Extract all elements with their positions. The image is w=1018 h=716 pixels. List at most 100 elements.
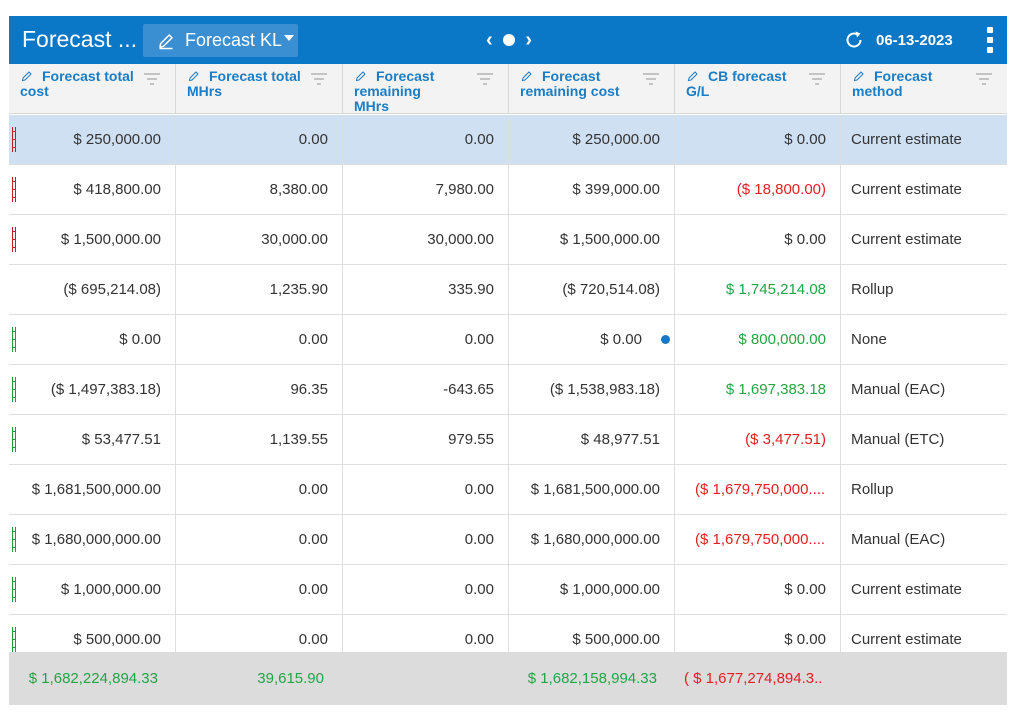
- cell-forecast-remaining-mhrs[interactable]: 7,980.00: [343, 165, 509, 215]
- cell-cb-forecast-gl[interactable]: $ 0.00: [675, 565, 841, 615]
- table-row[interactable]: $ 1,680,000,000.00 0.00 0.00 $ 1,680,000,00…: [9, 515, 1007, 565]
- cell-forecast-method[interactable]: Manual (ETC): [841, 415, 1007, 465]
- cell-forecast-method[interactable]: Manual (EAC): [841, 515, 1007, 565]
- column-header-cb-forecast-gl[interactable]: CB forecast G/L: [675, 64, 841, 114]
- cell-forecast-remaining-cost[interactable]: $ 48,977.51: [509, 415, 675, 465]
- cell-forecast-remaining-mhrs[interactable]: 0.00: [343, 465, 509, 515]
- cell-forecast-remaining-cost[interactable]: $ 1,000,000.00: [509, 565, 675, 615]
- cell-forecast-total-cost[interactable]: $ 1,000,000.00: [9, 565, 176, 615]
- table-row[interactable]: ($ 695,214.08) 1,235.90 335.90 ($ 720,514.0…: [9, 265, 1007, 315]
- cell-forecast-total-cost[interactable]: $ 1,681,500,000.00: [9, 465, 176, 515]
- cell-forecast-remaining-cost[interactable]: $ 1,680,000,000.00: [509, 515, 675, 565]
- column-header-forecast-remaining-mhrs[interactable]: Forecast remaining MHrs: [343, 64, 509, 114]
- cell-forecast-remaining-cost[interactable]: $ 1,681,500,000.00: [509, 465, 675, 515]
- cell-forecast-total-mhrs[interactable]: 0.00: [176, 465, 343, 515]
- cell-forecast-total-mhrs[interactable]: 8,380.00: [176, 165, 343, 215]
- filter-icon[interactable]: [808, 72, 826, 86]
- page-indicator-dot[interactable]: [503, 34, 515, 46]
- cell-forecast-remaining-cost[interactable]: $ 250,000.00: [509, 115, 675, 165]
- cell-forecast-remaining-mhrs[interactable]: 0.00: [343, 115, 509, 165]
- cell-forecast-total-mhrs[interactable]: 30,000.00: [176, 215, 343, 265]
- cell-cb-forecast-gl[interactable]: $ 1,745,214.08: [675, 265, 841, 315]
- cell-forecast-remaining-mhrs[interactable]: 0.00: [343, 515, 509, 565]
- kebab-menu-icon[interactable]: [985, 27, 995, 53]
- cell-cb-forecast-gl[interactable]: ($ 1,679,750,000....: [675, 465, 841, 515]
- cell-value: 0.00: [298, 331, 328, 348]
- cell-forecast-remaining-cost[interactable]: ($ 720,514.08): [509, 265, 675, 315]
- cell-cb-forecast-gl[interactable]: $ 800,000.00: [675, 315, 841, 365]
- column-header-forecast-remaining-cost[interactable]: Forecast remaining cost: [509, 64, 675, 114]
- cell-forecast-remaining-cost[interactable]: $ 500,000.00: [509, 615, 675, 665]
- table-row[interactable]: $ 53,477.51 1,139.55 979.55 $ 48,977.51 ($ 3…: [9, 415, 1007, 465]
- cell-forecast-method[interactable]: Current estimate: [841, 565, 1007, 615]
- column-header-forecast-method[interactable]: Forecast method: [841, 64, 1007, 114]
- chevron-left-icon[interactable]: ‹: [486, 29, 493, 51]
- cell-cb-forecast-gl[interactable]: $ 0.00: [675, 115, 841, 165]
- cell-forecast-total-mhrs[interactable]: 1,235.90: [176, 265, 343, 315]
- cell-cb-forecast-gl[interactable]: ($ 3,477.51): [675, 415, 841, 465]
- refresh-icon[interactable]: [843, 29, 865, 51]
- cell-forecast-method[interactable]: Current estimate: [841, 615, 1007, 665]
- cell-forecast-total-cost[interactable]: $ 0.00: [9, 315, 176, 365]
- column-header-forecast-total-mhrs[interactable]: Forecast total MHrs: [176, 64, 343, 114]
- table-row[interactable]: ($ 1,497,383.18) 96.35 -643.65 ($ 1,538,983…: [9, 365, 1007, 415]
- cell-forecast-total-cost[interactable]: ($ 1,497,383.18): [9, 365, 176, 415]
- cell-forecast-total-mhrs[interactable]: 1,139.55: [176, 415, 343, 465]
- cell-forecast-method[interactable]: Rollup: [841, 465, 1007, 515]
- cell-forecast-remaining-cost[interactable]: $ 1,500,000.00: [509, 215, 675, 265]
- cell-value: 0.00: [298, 581, 328, 598]
- cell-forecast-total-cost[interactable]: $ 1,680,000,000.00: [9, 515, 176, 565]
- column-header-forecast-total-cost[interactable]: Forecast total cost: [9, 64, 176, 114]
- cell-forecast-method[interactable]: Rollup: [841, 265, 1007, 315]
- view-selector-button[interactable]: Forecast KL: [143, 24, 298, 57]
- cell-forecast-remaining-mhrs[interactable]: 0.00: [343, 315, 509, 365]
- cell-forecast-method[interactable]: Current estimate: [841, 215, 1007, 265]
- filter-icon[interactable]: [310, 72, 328, 86]
- cell-forecast-remaining-cost[interactable]: $ 0.00: [509, 315, 675, 365]
- filter-icon[interactable]: [476, 72, 494, 86]
- table-row[interactable]: $ 0.00 0.00 0.00 $ 0.00 $ 800,000.00 None: [9, 315, 1007, 365]
- cell-forecast-total-cost[interactable]: $ 1,500,000.00: [9, 215, 176, 265]
- cell-forecast-total-cost[interactable]: ($ 695,214.08): [9, 265, 176, 315]
- page-title[interactable]: Forecast ...: [22, 26, 138, 52]
- filter-icon[interactable]: [642, 72, 660, 86]
- cell-forecast-method[interactable]: Current estimate: [841, 115, 1007, 165]
- cell-forecast-method[interactable]: Current estimate: [841, 165, 1007, 215]
- table-row[interactable]: $ 250,000.00 0.00 0.00 $ 250,000.00 $ 0.00 Cu…: [9, 115, 1007, 165]
- cell-forecast-remaining-cost[interactable]: ($ 1,538,983.18): [509, 365, 675, 415]
- cell-forecast-total-mhrs[interactable]: 0.00: [176, 615, 343, 665]
- cell-forecast-method[interactable]: None: [841, 315, 1007, 365]
- cell-cb-forecast-gl[interactable]: $ 1,697,383.18: [675, 365, 841, 415]
- cell-forecast-total-cost[interactable]: $ 418,800.00: [9, 165, 176, 215]
- table-row[interactable]: $ 1,681,500,000.00 0.00 0.00 $ 1,681,500,00…: [9, 465, 1007, 515]
- cell-forecast-remaining-mhrs[interactable]: 0.00: [343, 615, 509, 665]
- filter-icon[interactable]: [975, 72, 993, 86]
- table-row[interactable]: $ 1,000,000.00 0.00 0.00 $ 1,000,000.00 $ 0.…: [9, 565, 1007, 615]
- cell-forecast-total-mhrs[interactable]: 0.00: [176, 315, 343, 365]
- cell-forecast-total-cost[interactable]: $ 500,000.00: [9, 615, 176, 665]
- table-row[interactable]: $ 418,800.00 8,380.00 7,980.00 $ 399,000.00…: [9, 165, 1007, 215]
- cell-forecast-remaining-mhrs[interactable]: -643.65: [343, 365, 509, 415]
- cell-forecast-total-cost[interactable]: $ 53,477.51: [9, 415, 176, 465]
- cell-forecast-remaining-mhrs[interactable]: 30,000.00: [343, 215, 509, 265]
- cell-forecast-total-mhrs[interactable]: 0.00: [176, 115, 343, 165]
- cell-forecast-method[interactable]: Manual (EAC): [841, 365, 1007, 415]
- filter-icon[interactable]: [143, 72, 161, 86]
- cell-cb-forecast-gl[interactable]: ($ 18,800.00): [675, 165, 841, 215]
- cell-forecast-total-mhrs[interactable]: 0.00: [176, 515, 343, 565]
- cell-forecast-remaining-mhrs[interactable]: 335.90: [343, 265, 509, 315]
- cell-forecast-remaining-mhrs[interactable]: 979.55: [343, 415, 509, 465]
- table-row[interactable]: $ 1,500,000.00 30,000.00 30,000.00 $ 1,500,…: [9, 215, 1007, 265]
- cell-forecast-remaining-mhrs[interactable]: 0.00: [343, 565, 509, 615]
- chevron-right-icon[interactable]: ›: [525, 29, 532, 51]
- as-of-date[interactable]: 06-13-2023: [876, 32, 953, 49]
- cell-forecast-total-mhrs[interactable]: 0.00: [176, 565, 343, 615]
- cell-forecast-total-cost[interactable]: $ 250,000.00: [9, 115, 176, 165]
- cell-forecast-total-mhrs[interactable]: 96.35: [176, 365, 343, 415]
- cell-cb-forecast-gl[interactable]: $ 0.00: [675, 215, 841, 265]
- table-row[interactable]: $ 500,000.00 0.00 0.00 $ 500,000.00 $ 0.00 Cu…: [9, 615, 1007, 665]
- cell-forecast-remaining-cost[interactable]: $ 399,000.00: [509, 165, 675, 215]
- status-flag-red-icon: [12, 227, 16, 252]
- cell-cb-forecast-gl[interactable]: $ 0.00: [675, 615, 841, 665]
- cell-cb-forecast-gl[interactable]: ($ 1,679,750,000....: [675, 515, 841, 565]
